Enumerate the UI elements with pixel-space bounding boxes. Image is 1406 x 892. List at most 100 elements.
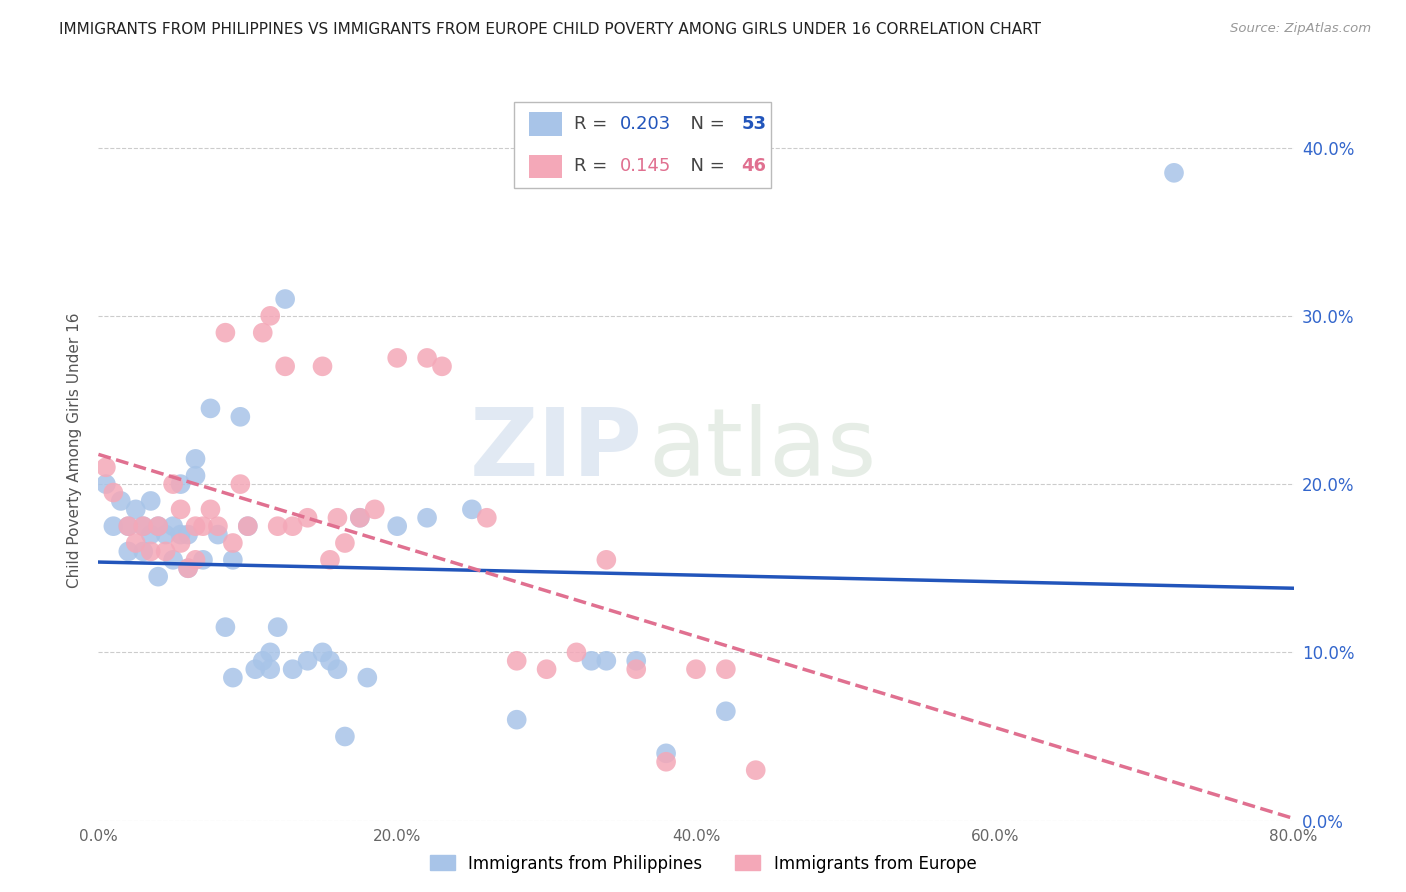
Point [139,494,162,508]
Point [125,502,148,516]
Text: 0.203: 0.203 [620,115,671,133]
Point [297,510,319,524]
Point [626,662,648,676]
Point [148,519,170,533]
Point [236,519,259,533]
Point [326,510,349,524]
Point [626,654,648,668]
Point [236,519,259,533]
Point [103,519,125,533]
Point [714,662,737,676]
Point [259,662,281,676]
Point [94,460,117,475]
Point [191,553,214,567]
Point [655,747,678,761]
Point [461,502,484,516]
Point [385,519,409,533]
Point [506,654,529,668]
Point [169,536,191,550]
Point [297,654,319,668]
Point [125,536,148,550]
Point [259,645,281,659]
Point [595,553,617,567]
Point [132,544,155,558]
Point [229,477,252,491]
Point [207,527,229,541]
Point [169,477,191,491]
Text: atlas: atlas [648,404,876,497]
Point [252,654,274,668]
Point [416,351,439,365]
Point [356,671,378,685]
Point [745,763,768,777]
Text: ZIP: ZIP [470,404,643,497]
Point [333,536,356,550]
Point [94,477,117,491]
Point [117,519,139,533]
Point [311,645,333,659]
Text: N =: N = [679,157,731,176]
Point [364,502,387,516]
Point [319,654,342,668]
Point [191,519,214,533]
Legend: Immigrants from Philippines, Immigrants from Europe: Immigrants from Philippines, Immigrants … [423,848,983,880]
Point [155,527,177,541]
Point [685,662,707,676]
Text: 53: 53 [741,115,766,133]
Y-axis label: Child Poverty Among Girls Under 16: Child Poverty Among Girls Under 16 [67,313,83,588]
Point [117,544,139,558]
Point [245,662,267,676]
Point [536,662,558,676]
Point [311,359,333,374]
Point [319,553,342,567]
Point [595,654,617,668]
Point [1163,166,1185,180]
FancyBboxPatch shape [529,112,562,136]
Point [148,519,170,533]
Point [714,704,737,718]
Point [416,510,439,524]
Point [148,569,170,583]
Point [214,326,236,340]
Point [229,409,252,424]
Point [222,671,245,685]
Point [200,502,222,516]
Point [274,359,297,374]
Point [169,502,191,516]
Point [274,292,297,306]
Point [117,519,139,533]
Point [110,494,132,508]
Text: IMMIGRANTS FROM PHILIPPINES VS IMMIGRANTS FROM EUROPE CHILD POVERTY AMONG GIRLS : IMMIGRANTS FROM PHILIPPINES VS IMMIGRANT… [59,22,1040,37]
Text: N =: N = [679,115,731,133]
Point [184,451,207,466]
Text: 46: 46 [741,157,766,176]
Point [326,662,349,676]
Point [430,359,453,374]
Point [139,544,162,558]
Point [385,351,409,365]
Point [177,561,200,575]
Point [155,544,177,558]
Point [200,401,222,416]
FancyBboxPatch shape [515,103,772,187]
Point [565,645,588,659]
Point [184,519,207,533]
Point [162,477,184,491]
Point [139,527,162,541]
Point [475,510,498,524]
Point [103,485,125,500]
Point [259,309,281,323]
Point [132,519,155,533]
Point [281,519,304,533]
FancyBboxPatch shape [529,154,562,178]
Point [655,755,678,769]
Point [184,468,207,483]
Point [252,326,274,340]
Text: R =: R = [574,115,613,133]
Point [581,654,603,668]
Point [222,536,245,550]
Text: 0.145: 0.145 [620,157,671,176]
Text: Source: ZipAtlas.com: Source: ZipAtlas.com [1230,22,1371,36]
Point [184,553,207,567]
Point [281,662,304,676]
